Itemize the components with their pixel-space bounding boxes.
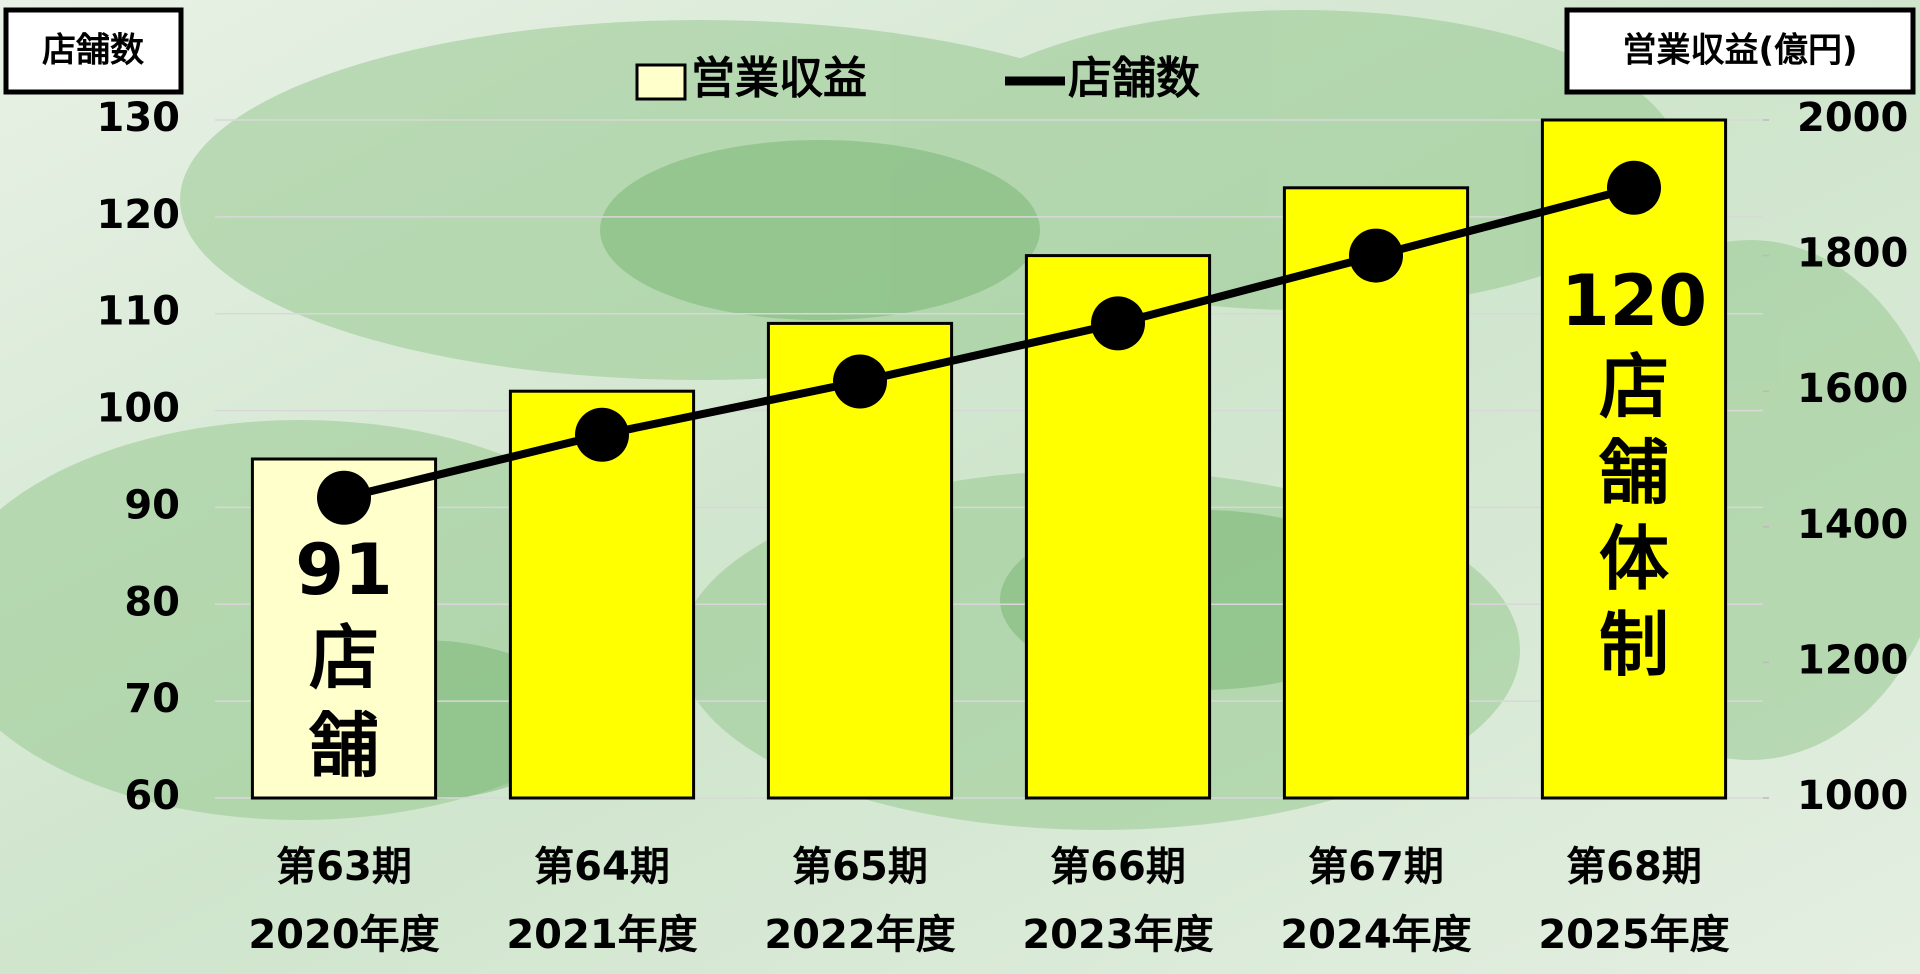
y2-tick-label: 1600 (1797, 366, 1908, 412)
y2-tick-label: 1200 (1797, 637, 1908, 683)
y2-tick-label: 1400 (1797, 502, 1908, 548)
y-tick-label: 110 (97, 289, 181, 335)
y2-axis-title: 営業収益(億円) (1622, 31, 1857, 71)
marker (575, 408, 629, 462)
x-tick-label: 2025年度 (1538, 912, 1729, 958)
annotation: 店 (309, 617, 379, 699)
annotation: 制 (1599, 604, 1669, 686)
x-tick-label: 2022年度 (764, 912, 955, 958)
y-tick-label: 90 (124, 482, 180, 528)
marker (317, 471, 371, 525)
y-tick-label: 60 (124, 773, 180, 819)
annotation: 91 (295, 529, 392, 611)
y-tick-label: 70 (124, 676, 180, 722)
x-tick-label: 第67期 (1308, 844, 1444, 890)
annotation: 舗 (1598, 432, 1669, 514)
legend-label: 営業収益 (691, 53, 867, 104)
y2-tick-label: 1000 (1797, 773, 1908, 819)
x-tick-label: 第63期 (276, 844, 412, 890)
y-tick-label: 80 (124, 579, 180, 625)
x-tick-label: 第65期 (792, 844, 928, 890)
marker (833, 355, 887, 409)
x-tick-label: 第64期 (534, 844, 670, 890)
x-tick-label: 2024年度 (1280, 912, 1471, 958)
y-tick-label: 120 (97, 192, 181, 238)
marker (1607, 161, 1661, 215)
x-tick-label: 2020年度 (248, 912, 439, 958)
y2-tick-label: 1800 (1797, 231, 1908, 277)
annotation: 舗 (308, 705, 379, 787)
marker (1091, 296, 1145, 350)
x-tick-label: 2023年度 (1022, 912, 1213, 958)
legend-label: 店舗数 (1068, 53, 1200, 104)
x-tick-label: 2021年度 (506, 912, 697, 958)
chart: 店舗数 営業収益(億円) 60 70 80 90 100 110 120 130 1000 120… (0, 0, 1920, 974)
y-axis-title: 店舗数 (42, 31, 144, 71)
marker (1349, 229, 1403, 283)
y-tick-label: 100 (97, 386, 181, 432)
y2-tick-label: 2000 (1797, 95, 1908, 141)
x-tick-label: 第68期 (1566, 844, 1702, 890)
legend-swatch (637, 65, 685, 99)
annotation: 120 (1561, 260, 1707, 342)
x-tick-label: 第66期 (1050, 844, 1186, 890)
annotation: 体 (1599, 518, 1669, 600)
annotation: 店 (1599, 346, 1669, 428)
y-tick-label: 130 (97, 95, 181, 141)
